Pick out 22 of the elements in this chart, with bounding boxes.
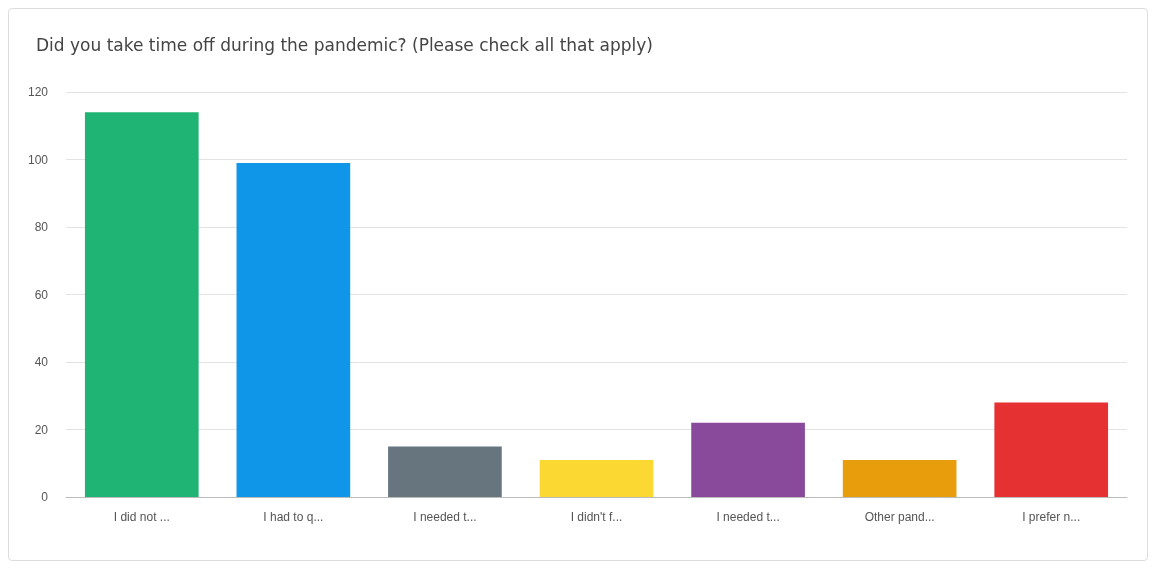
x-tick-label: I prefer n... bbox=[1022, 510, 1081, 524]
y-tick-label: 120 bbox=[27, 85, 49, 99]
bar bbox=[236, 162, 351, 497]
bar bbox=[388, 446, 502, 497]
y-tick-label: 100 bbox=[27, 152, 49, 167]
chart-title: Did you take time off during the pandemic? (Please check all that apply) bbox=[36, 34, 653, 55]
y-tick-label: 40 bbox=[34, 355, 49, 369]
y-tick-label: 20 bbox=[34, 422, 49, 437]
x-tick-label: I needed t... bbox=[716, 510, 780, 524]
bar bbox=[842, 459, 957, 497]
x-tick-label: I didn't f... bbox=[570, 510, 623, 524]
x-tick-label: I had to q... bbox=[263, 510, 324, 524]
x-tick-label: I did not ... bbox=[113, 510, 170, 524]
bar bbox=[691, 422, 805, 497]
bar bbox=[994, 402, 1109, 497]
bar bbox=[539, 459, 654, 497]
bar bbox=[84, 112, 199, 497]
y-tick-label: 80 bbox=[34, 220, 49, 234]
x-tick-label: I needed t... bbox=[413, 510, 477, 524]
x-tick-label: Other pand... bbox=[864, 510, 935, 524]
y-tick-label: 0 bbox=[41, 490, 49, 504]
y-tick-label: 60 bbox=[34, 287, 49, 302]
